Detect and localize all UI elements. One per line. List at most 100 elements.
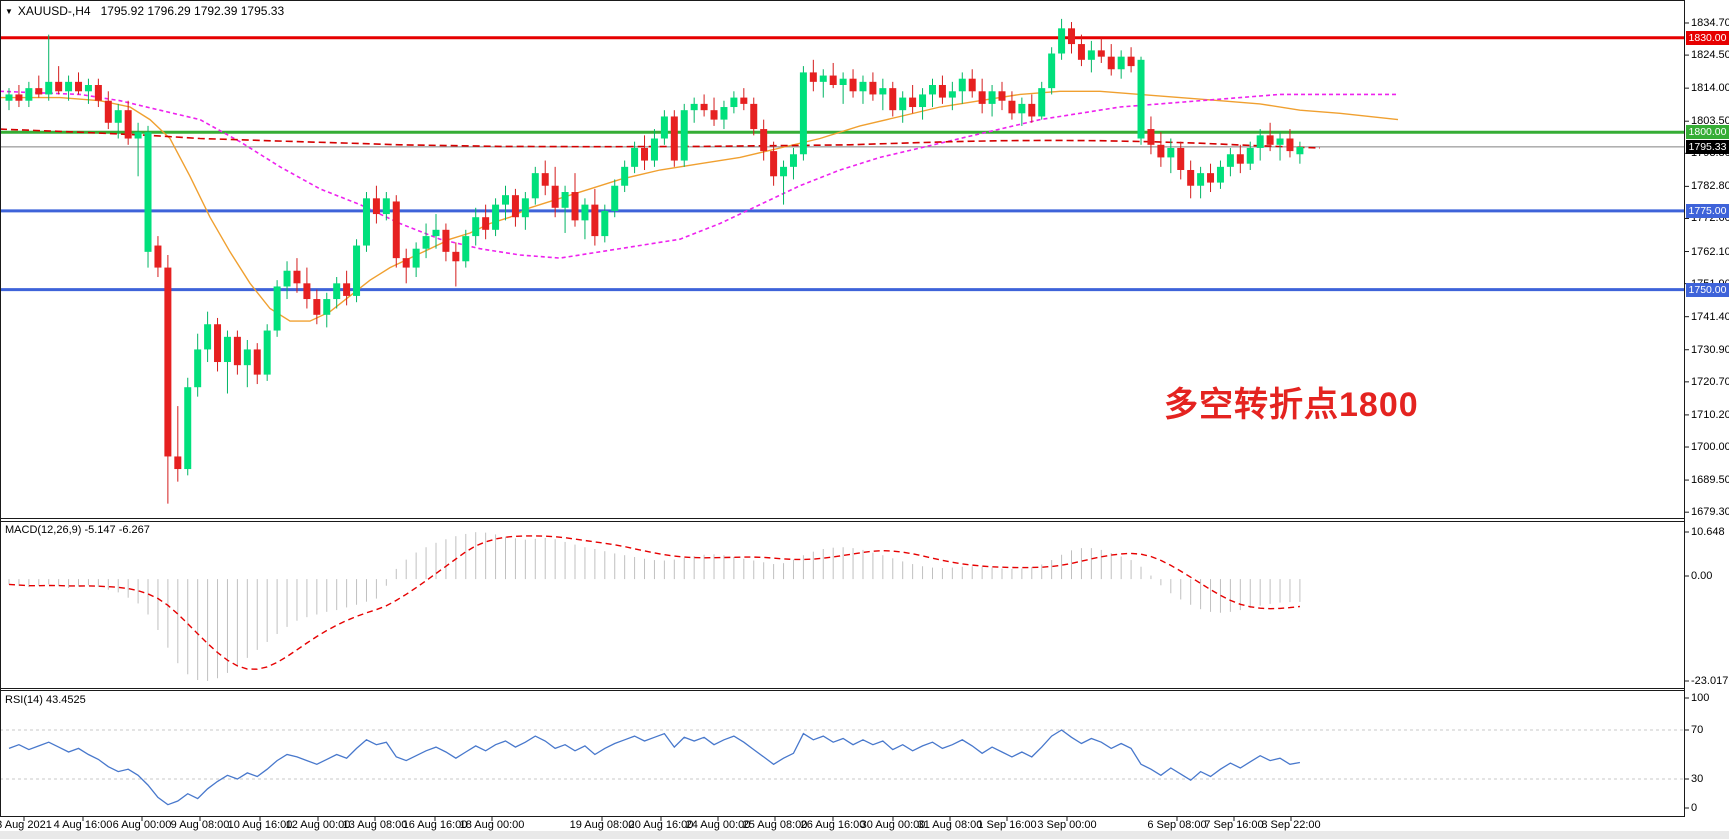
time-axis-label: 6 Aug 00:00 [112,819,172,831]
candle-body [134,132,142,139]
candle-body [462,236,470,262]
ma-magenta [0,90,1398,259]
candle-body [1207,173,1215,183]
time-axis-label: 7 Sep 16:00 [1204,819,1264,831]
candle-body [412,248,420,268]
candle-body [1048,53,1056,89]
macd-indicator-label: MACD(12,26,9) -5.147 -6.267 [5,524,150,536]
footer-strip [0,831,1729,839]
candle-body [1028,103,1036,117]
price-axis-label: 1814.00 [1691,82,1729,95]
price-axis-label: 1741.40 [1691,310,1729,323]
candle-body [313,299,321,315]
candle-body [184,387,192,470]
candle-body [1097,50,1105,57]
candle-body [35,88,43,95]
candle-body [1147,129,1155,145]
candle-body [839,78,847,85]
candle-body [194,349,202,388]
candle-body [631,147,639,167]
candle-body [899,97,907,111]
candle-body [214,324,222,363]
candle-body [114,110,122,123]
time-axis-label: 26 Aug 16:00 [800,819,866,831]
ma-red [0,128,1321,149]
candle-body [650,138,658,161]
rsi-axis-label: 0 [1691,802,1698,814]
candle-body [770,151,778,177]
candle-body [531,173,539,199]
candle-body [1008,100,1016,114]
candle-body [541,173,549,186]
candle-body [601,210,609,237]
candle-body [15,94,23,101]
price-axis-label: 1689.50 [1691,474,1729,487]
time-axis-label: 3 Aug 2021 [0,819,52,831]
price-axis-label: 1730.90 [1691,343,1729,356]
candle-body [472,217,480,237]
candle-body [958,78,966,92]
candle-body [621,166,629,186]
candle-body [243,349,251,366]
candle-body [1216,166,1224,183]
chart-text-annotation[interactable]: 多空转折点1800 [1164,386,1419,424]
candle-body [362,198,370,246]
candle-body [919,94,927,108]
price-axis-label: 1700.00 [1691,441,1729,454]
time-axis-label: 12 Aug 00:00 [285,819,351,831]
candle-body [978,91,986,104]
candle-body [174,456,182,470]
price-axis-label: 1762.10 [1691,245,1729,258]
candle-body [641,147,649,161]
candle-body [204,324,212,350]
symbol-dropdown-icon[interactable]: ▼ [5,7,13,16]
candle-body [670,116,678,161]
candle-body [253,349,261,375]
candle-body [5,94,13,101]
candle-body [1197,173,1205,186]
price-axis-label: 1720.70 [1691,375,1729,388]
time-axis-label: 8 Sep 22:00 [1261,819,1321,831]
time-axis-label: 18 Aug 00:00 [459,819,525,831]
candle-body [859,81,867,92]
candle-body [571,192,579,221]
time-axis-label: 4 Aug 16:00 [53,819,113,831]
candle-body [928,84,936,95]
candle-body [65,81,73,92]
macd-signal-line [8,535,1300,670]
candle-body [948,91,956,98]
candle-body [1157,144,1165,158]
candle-body [998,91,1006,101]
candle-body [690,103,698,111]
candle-body [720,107,728,120]
candle-body [392,201,400,259]
candle-body [611,185,619,211]
candle-body [492,204,500,230]
candle-body [25,88,33,101]
candle-body [432,229,440,237]
time-axis-label: 20 Aug 16:00 [628,819,694,831]
candle-body [680,110,688,161]
candle-body [482,217,490,230]
candle-body [402,258,410,268]
time-axis-label: 9 Aug 08:00 [170,819,230,831]
price-badge-1800: 1800.00 [1686,125,1729,140]
rsi-axis-label: 70 [1691,724,1704,736]
ohlc-values: 1795.92 1796.29 1792.39 1795.33 [100,4,285,18]
rsi-axis-label: 100 [1691,692,1710,704]
candle-body [1187,169,1195,186]
candle-body [45,81,53,95]
candle-body [581,204,589,221]
time-axis-label: 6 Sep 08:00 [1147,819,1207,831]
price-axis-label: 1679.30 [1691,506,1729,519]
candle-body [879,88,887,95]
candle-body [1058,28,1066,54]
candle-body [909,97,917,108]
candle-body [511,195,519,218]
candle-body [1296,146,1304,155]
macd-axis-label: 10.648 [1691,526,1725,538]
macd-axis-label: -23.017 [1691,675,1729,687]
price-badge-1775: 1775.00 [1686,203,1729,218]
